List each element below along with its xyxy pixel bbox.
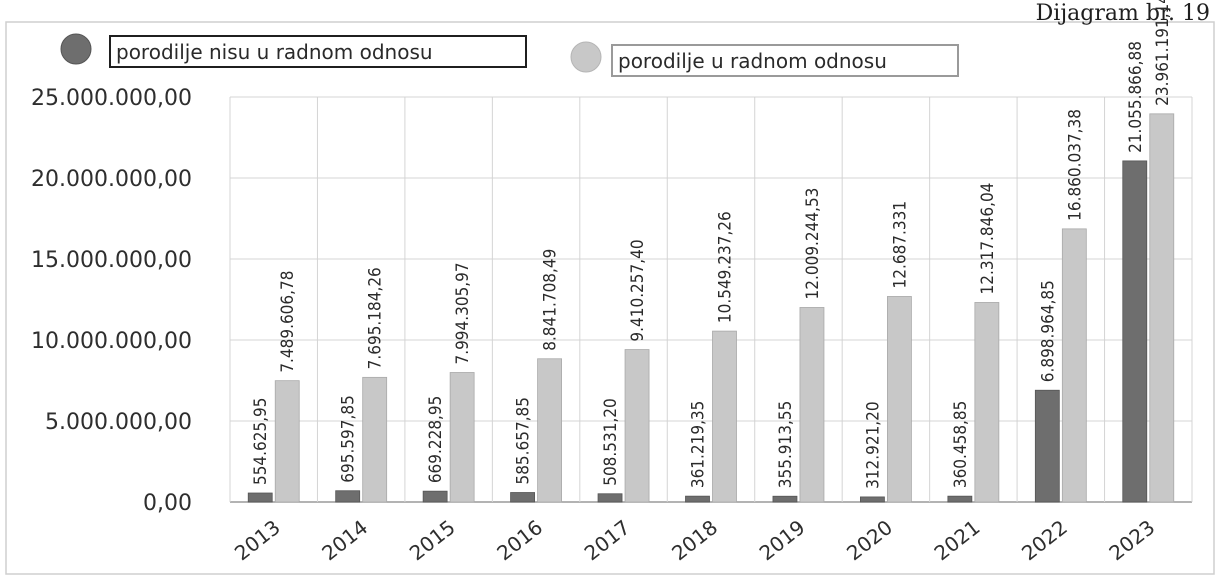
bars [247,113,1175,503]
legend-box [109,35,527,68]
bar-nisu-u-radnom-odnosu [860,496,885,503]
y-tick-label: 5.000.000,00 [45,410,192,435]
bar-nisu-u-radnom-odnosu [947,495,973,503]
bar-nisu-u-radnom-odnosu [510,492,535,503]
bar-nisu-u-radnom-odnosu [335,490,361,503]
bar-u-radnom-odnosu [1061,228,1087,503]
data-label: 360.458,85 [951,401,971,489]
y-axis: 0,00 5.000.000,00 10.000.000,00 15.000.000,… [31,86,192,516]
data-label: 23.961.191,14 [1153,0,1173,106]
y-tick-label: 0,00 [143,491,192,516]
grid [229,96,1193,503]
bar-u-radnom-odnosu [799,307,825,503]
legend-box [611,44,959,77]
y-tick-label: 25.000.000,00 [31,86,192,111]
data-label: 21.055.866,88 [1126,41,1146,153]
legend-label: porodilje nisu u radnom odnosu [116,40,433,64]
y-tick-label: 15.000.000,00 [31,248,192,273]
bar-u-radnom-odnosu [624,349,650,503]
y-tick-label: 20.000.000,00 [31,167,192,192]
data-labels: 554.625,95 7.489.606,78 695.597,85 7.695.18… [251,0,1173,489]
y-tick-label: 10.000.000,00 [31,329,192,354]
data-label: 508.531,20 [601,398,621,486]
legend: porodilje nisu u radnom odnosu porodilje … [60,33,959,77]
data-label: 6.898.964,85 [1038,280,1058,382]
data-label: 355.913,55 [776,401,796,489]
data-label: 554.625,95 [251,397,271,485]
bar-u-radnom-odnosu [712,330,737,503]
data-label: 16.860.037,38 [1065,109,1085,221]
bar-nisu-u-radnom-odnosu [1122,160,1148,503]
diagram-caption: Dijagram br. 19 [1036,1,1210,26]
data-label: 10.549.237,26 [716,211,736,323]
data-label: 361.219,35 [689,401,709,489]
bar-u-radnom-odnosu [449,372,475,503]
data-label: 8.841.708,49 [541,249,561,351]
data-label: 12.317.846,04 [978,183,998,295]
bar-u-radnom-odnosu [887,296,912,503]
data-label: 312.921,20 [863,401,883,489]
legend-label: porodilje u radnom odnosu [618,49,887,73]
data-label: 669.228,95 [426,396,446,484]
bar-u-radnom-odnosu [974,302,1000,503]
data-label: 12.009.244,53 [803,188,823,300]
bar-nisu-u-radnom-odnosu [422,490,448,503]
data-label: 695.597,85 [339,395,359,483]
legend-marker [60,33,92,65]
legend-marker [570,41,602,73]
data-label: 7.489.606,78 [278,271,298,373]
bar-nisu-u-radnom-odnosu [772,495,798,503]
bar-nisu-u-radnom-odnosu [597,493,623,503]
data-label: 7.695.184,26 [366,267,386,369]
bar-u-radnom-odnosu [537,358,562,503]
chart-frame [5,21,1215,575]
data-label: 585.657,85 [514,397,534,485]
bar-u-radnom-odnosu [362,376,388,503]
data-label: 7.994.305,97 [453,262,473,364]
bar-u-radnom-odnosu [274,380,300,503]
bar-nisu-u-radnom-odnosu [685,495,710,503]
bar-nisu-u-radnom-odnosu [247,492,273,503]
bar-nisu-u-radnom-odnosu [1034,389,1060,503]
data-label: 9.410.257,40 [628,239,648,341]
bar-u-radnom-odnosu [1149,113,1175,503]
data-label: 12.687.331 [890,201,910,289]
